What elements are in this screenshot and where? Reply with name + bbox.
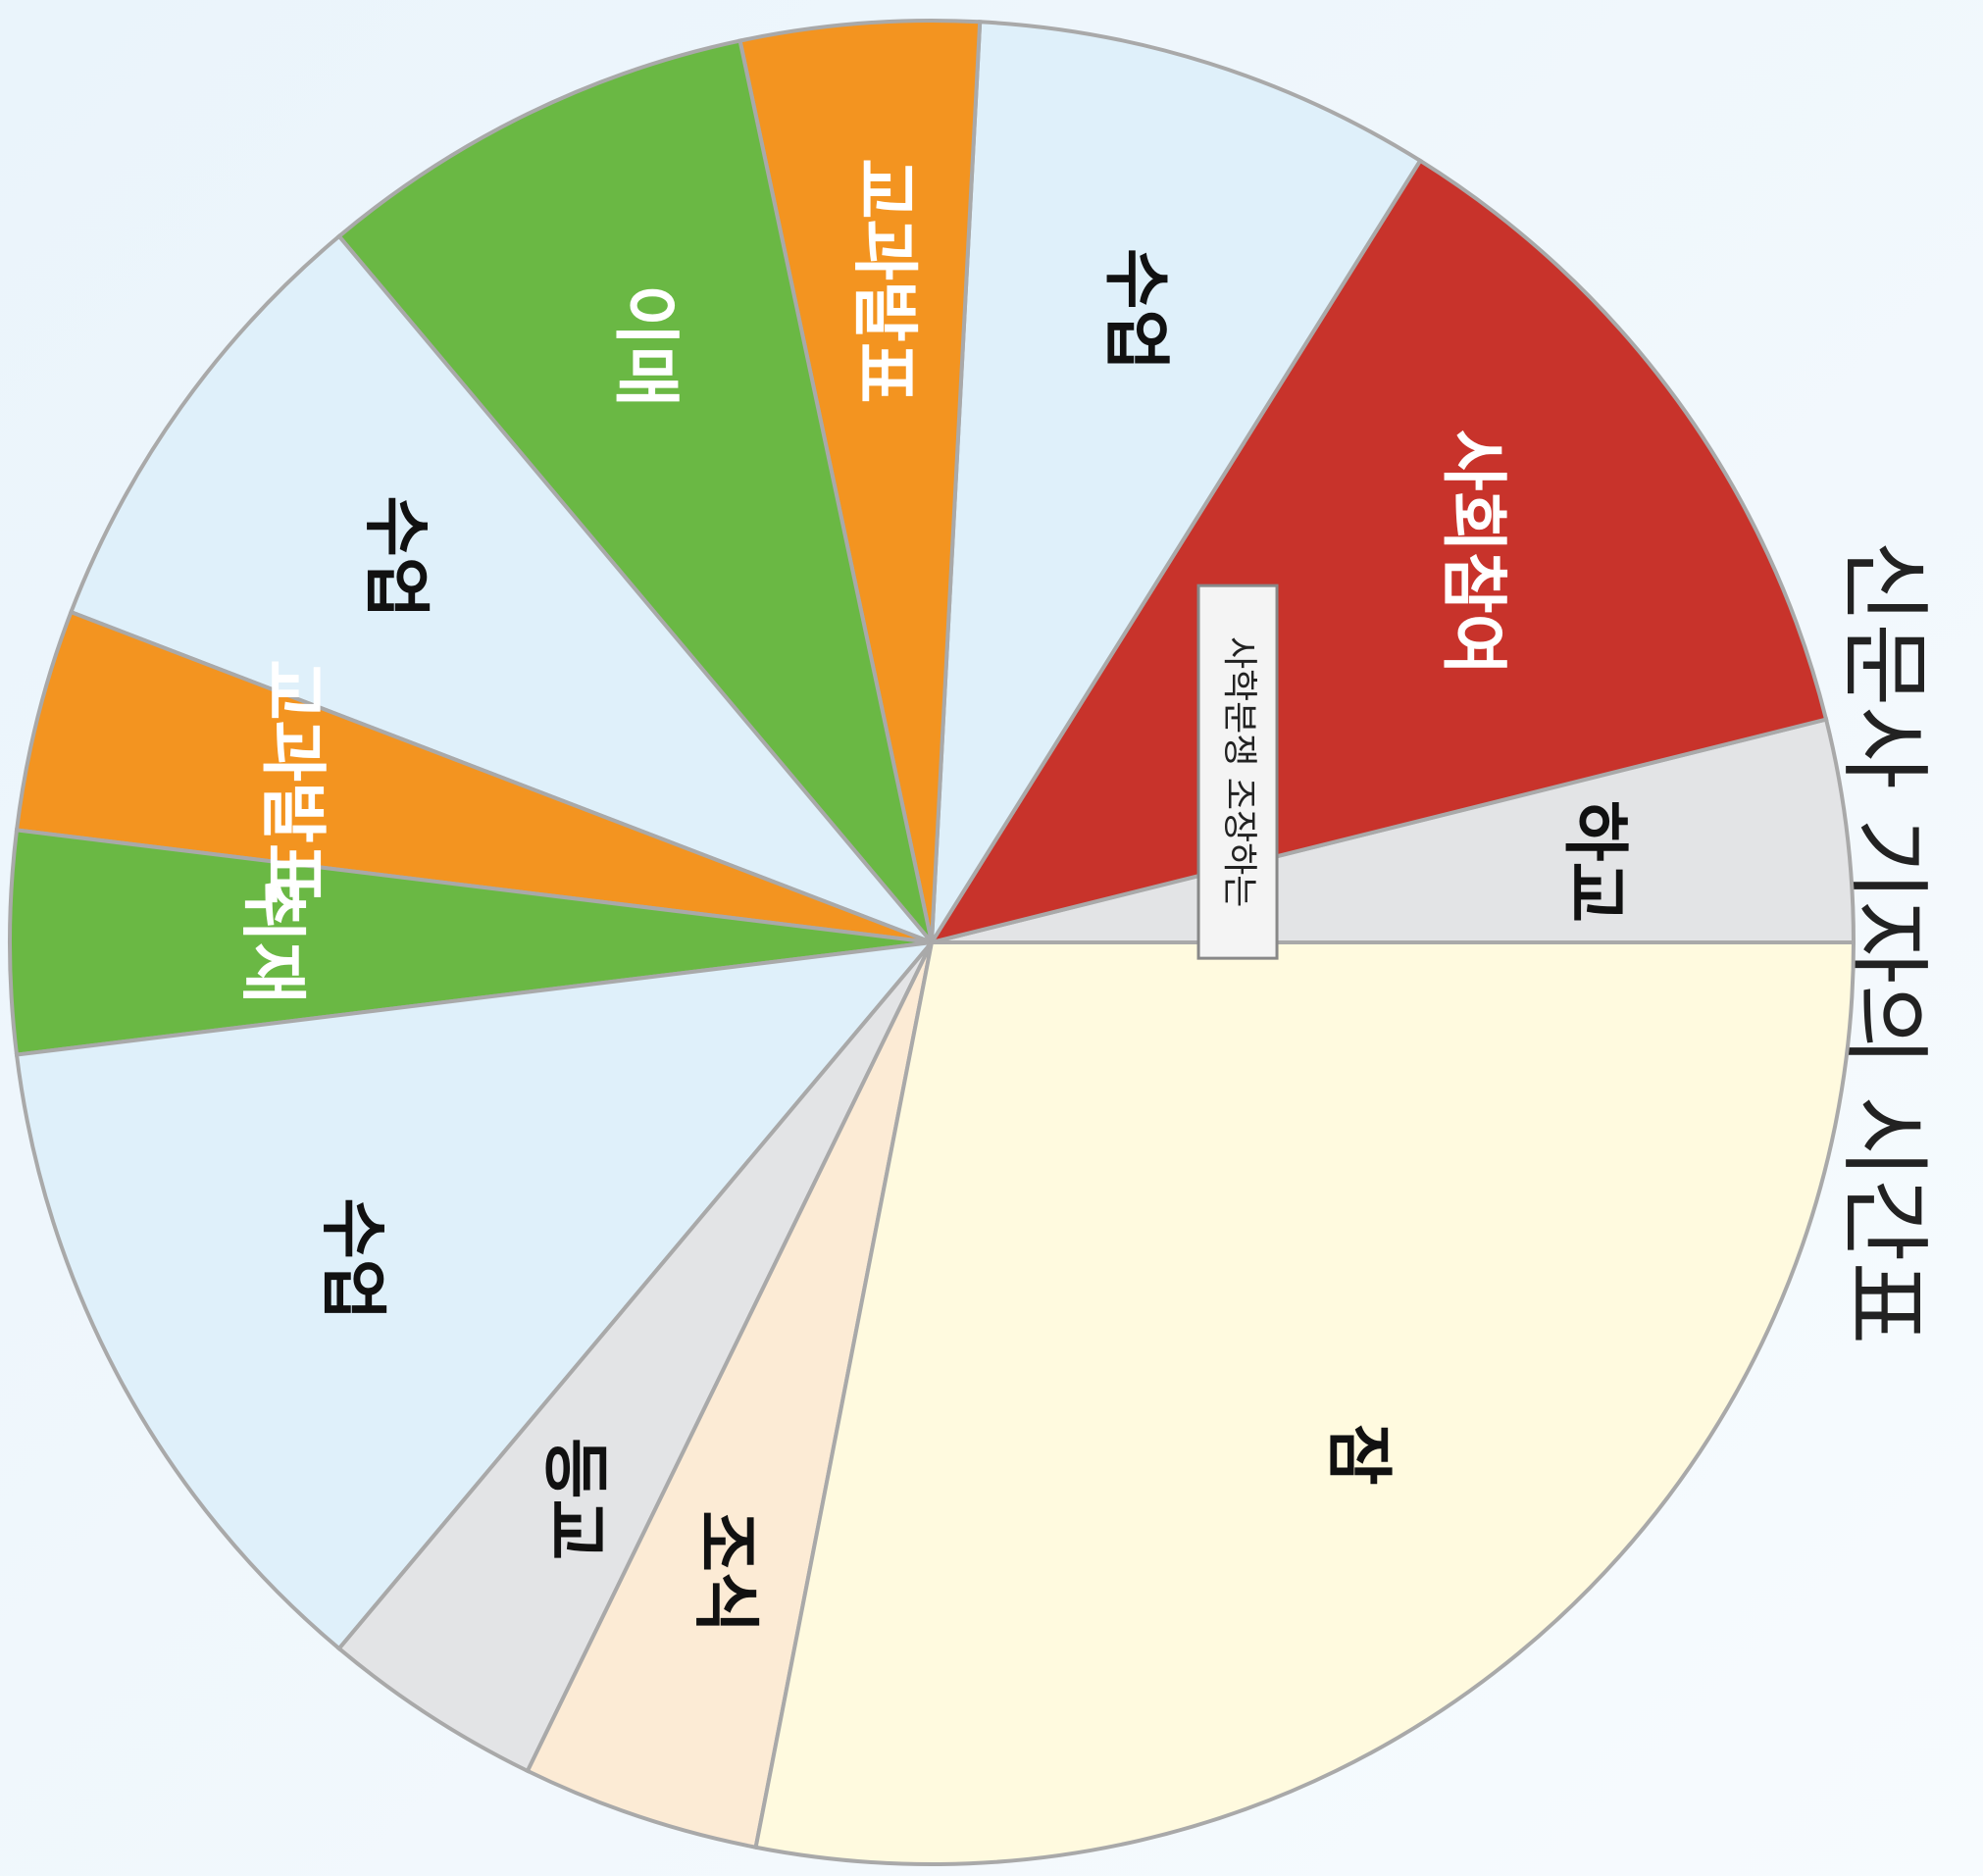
pie-slice [753,940,1856,1866]
pie-slice [8,828,933,1057]
slice-label: 잠 [1319,1424,1397,1486]
slice-label: 수업 [1096,248,1174,371]
slice-label: 조식 [686,1510,764,1633]
annotation-box [1196,583,1279,960]
slice-label: 등교 [535,1438,613,1560]
pie-slice [929,20,1423,950]
slice-label: 수업 [356,495,433,618]
slice-label: 하교 [1555,800,1633,923]
pie-slice [335,38,934,944]
pie-slice [335,940,934,1774]
slice-label: 교과발표 [253,659,330,904]
pie-slice [525,941,934,1851]
pie-slice [927,158,1829,946]
slice-label: 수업 [314,1197,391,1320]
slice-label: 교과발표 [844,158,922,403]
slice-label: 이매 [606,284,684,407]
slice-label: 사회참여 [1434,430,1511,675]
pie-slice [14,609,933,944]
pie-slice [737,19,983,943]
pie-slice [68,233,939,947]
annotation: 사학분쟁 조장하는 [1219,636,1259,907]
pie-slice [14,939,937,1651]
slice-label: 취재 [233,881,311,1003]
